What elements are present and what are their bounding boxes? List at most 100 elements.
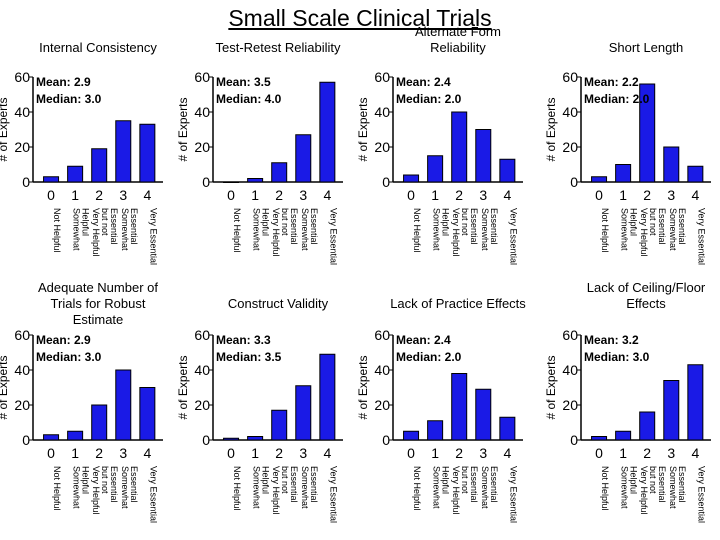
y-tick-label: 40: [194, 104, 210, 120]
category-label: Not Helpful: [232, 466, 242, 511]
y-tick-label: 0: [570, 432, 578, 448]
bar: [43, 434, 60, 441]
bar: [43, 176, 60, 183]
category-label: Somewhat: [432, 208, 442, 251]
mean-label: Mean: 2.9: [36, 75, 91, 89]
category-label: Very Essential: [508, 466, 518, 523]
x-tick-label: 0: [47, 445, 55, 461]
category-label: Somewhat: [480, 466, 490, 509]
y-axis-label: # of Experts: [0, 355, 10, 419]
category-label: Very Helpful: [639, 466, 649, 515]
bar: [271, 409, 288, 441]
x-tick-label: 2: [275, 187, 283, 203]
category-label: but not: [100, 208, 110, 236]
x-tick-label: 4: [503, 445, 511, 461]
mean-label: Mean: 3.2: [584, 333, 639, 347]
x-tick-label: 2: [95, 187, 103, 203]
x-tick-label: 2: [455, 445, 463, 461]
mean-label: Mean: 2.9: [36, 333, 91, 347]
bar: [403, 430, 420, 441]
mean-label: Mean: 3.3: [216, 333, 271, 347]
category-label: Somewhat: [120, 466, 130, 509]
y-tick-label: 20: [194, 397, 210, 413]
x-tick-label: 1: [431, 445, 439, 461]
category-label: Not Helpful: [412, 208, 422, 253]
x-tick-label: 1: [619, 445, 627, 461]
bar: [223, 181, 240, 183]
y-tick-label: 60: [194, 327, 210, 343]
category-label: Essential: [289, 208, 299, 245]
bar: [475, 129, 492, 183]
category-label: Somewhat: [620, 466, 630, 509]
category-label: Very Helpful: [91, 208, 101, 257]
chart-title: Short Length: [609, 40, 683, 55]
y-tick-label: 60: [14, 69, 30, 85]
category-label: Helpful: [629, 466, 639, 494]
x-tick-label: 4: [323, 445, 331, 461]
median-label: Median: 3.0: [36, 350, 102, 364]
category-label: Very Helpful: [451, 466, 461, 515]
bar: [139, 387, 156, 441]
mean-label: Mean: 2.2: [584, 75, 639, 89]
x-tick-label: 4: [323, 187, 331, 203]
bar: [115, 120, 132, 183]
y-tick-label: 40: [374, 104, 390, 120]
x-tick-label: 3: [119, 445, 127, 461]
bar: [319, 353, 336, 441]
category-label: Very Essential: [148, 466, 158, 523]
y-tick-label: 0: [202, 174, 210, 190]
category-label: Somewhat: [120, 208, 130, 251]
x-tick-label: 0: [595, 445, 603, 461]
chart-title: Trials for Robust: [51, 296, 146, 311]
chart-title: Estimate: [73, 312, 124, 327]
category-label: Essential: [657, 466, 667, 503]
y-tick-label: 60: [374, 69, 390, 85]
mean-label: Mean: 3.5: [216, 75, 271, 89]
category-label: Not Helpful: [600, 466, 610, 511]
page-title: Small Scale Clinical Trials: [228, 5, 492, 31]
chart-title: Lack of Ceiling/Floor: [587, 280, 706, 295]
bar: [247, 436, 264, 441]
x-tick-label: 1: [251, 187, 259, 203]
x-tick-label: 3: [479, 187, 487, 203]
x-tick-label: 4: [691, 445, 699, 461]
bar: [663, 380, 680, 441]
category-label: Very Essential: [508, 208, 518, 265]
median-label: Median: 3.0: [36, 92, 102, 106]
median-label: Median: 2.0: [396, 350, 462, 364]
category-label: Essential: [129, 466, 139, 503]
y-tick-label: 20: [374, 397, 390, 413]
mean-label: Mean: 2.4: [396, 75, 451, 89]
x-tick-label: 4: [143, 187, 151, 203]
y-tick-label: 60: [194, 69, 210, 85]
category-label: Helpful: [629, 208, 639, 236]
category-label: Somewhat: [668, 208, 678, 251]
category-label: Essential: [309, 466, 319, 503]
category-label: but not: [280, 466, 290, 494]
x-tick-label: 4: [691, 187, 699, 203]
category-label: Very Essential: [148, 208, 158, 265]
x-tick-label: 2: [643, 187, 651, 203]
x-tick-label: 2: [455, 187, 463, 203]
y-axis-label: # of Experts: [176, 355, 190, 419]
bar: [115, 369, 132, 441]
category-label: Very Essential: [696, 208, 706, 265]
median-label: Median: 3.5: [216, 350, 282, 364]
x-tick-label: 0: [407, 445, 415, 461]
x-tick-label: 3: [479, 445, 487, 461]
x-tick-label: 2: [95, 445, 103, 461]
category-label: but not: [100, 466, 110, 494]
bar: [139, 123, 156, 183]
y-tick-label: 40: [562, 362, 578, 378]
bar: [451, 373, 468, 441]
bar: [295, 385, 312, 441]
bar: [591, 436, 608, 441]
chart-title: Alternate Form: [415, 24, 501, 39]
bar: [67, 165, 84, 183]
y-axis-label: # of Experts: [176, 97, 190, 161]
category-label: but not: [460, 208, 470, 236]
